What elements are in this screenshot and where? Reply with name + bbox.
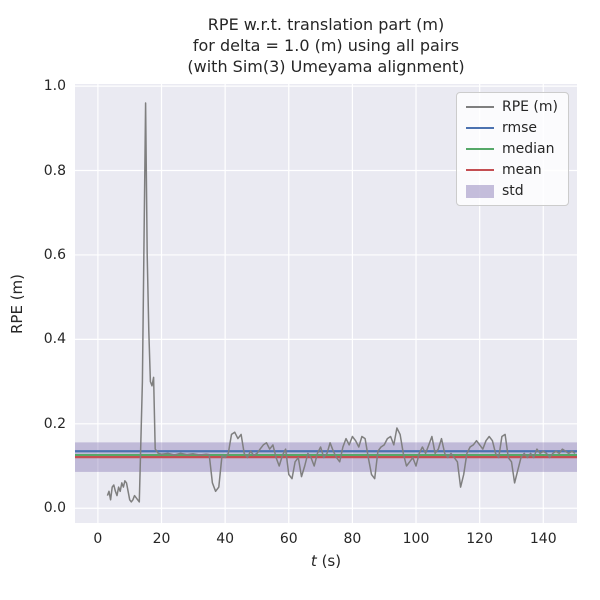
x-axis-label-var: t — [310, 552, 317, 570]
x-tick-label: 20 — [152, 531, 171, 547]
plot-area: RPE (m) RPE (m) rmse median mean std — [8, 84, 577, 523]
legend-label: mean — [501, 162, 542, 178]
legend-swatch-patch — [465, 184, 494, 198]
legend-entry: std — [465, 183, 558, 199]
chart-title: RPE w.r.t. translation part (m) for delt… — [187, 15, 465, 77]
legend-label: median — [501, 141, 555, 157]
x-tick-label: 0 — [93, 531, 103, 547]
x-axis-label-unit: (s) — [316, 552, 342, 570]
y-tick-label: 0.4 — [43, 331, 66, 348]
y-tick-label: 0.8 — [43, 162, 66, 179]
x-tick-label: 80 — [343, 531, 362, 547]
x-tick-label: 120 — [466, 531, 494, 547]
legend-label: rmse — [501, 120, 538, 136]
legend-swatch-line — [465, 169, 494, 171]
x-tick-label: 60 — [279, 531, 298, 547]
rpe-series-line — [106, 102, 576, 503]
legend-label: RPE (m) — [501, 99, 558, 115]
legend-entry: rmse — [465, 120, 558, 136]
x-tick-label: 100 — [402, 531, 430, 547]
legend-swatch-line — [465, 106, 494, 108]
x-axis-label: t (s) — [75, 552, 577, 570]
legend-entry: mean — [465, 162, 558, 178]
y-tick-label: 0.2 — [43, 415, 66, 432]
y-axis-label: RPE (m) — [8, 273, 26, 334]
legend: RPE (m) rmse median mean std — [455, 92, 569, 206]
legend-swatch-line — [465, 148, 494, 150]
plot-canvas — [75, 84, 577, 523]
legend-label: std — [501, 183, 524, 199]
y-tick-label: 0.6 — [43, 246, 66, 263]
x-tick-label: 40 — [216, 531, 235, 547]
legend-entry: median — [465, 141, 558, 157]
legend-swatch-line — [465, 127, 494, 129]
x-tick-label: 140 — [529, 531, 557, 547]
y-tick-label: 1.0 — [43, 78, 66, 95]
legend-entry: RPE (m) — [465, 99, 558, 115]
y-tick-label: 0.0 — [43, 500, 66, 517]
